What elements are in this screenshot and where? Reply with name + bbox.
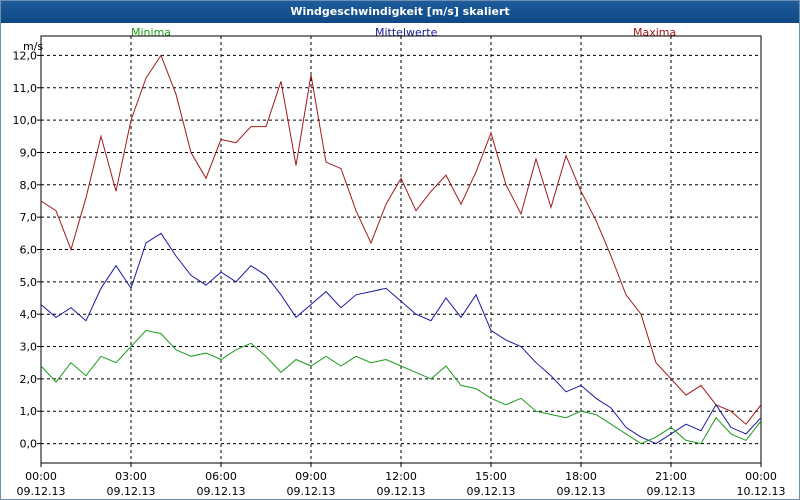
window-title: Windgeschwindigkeit [m/s] skaliert xyxy=(1,1,799,23)
y-tick-label: 6,0 xyxy=(20,244,38,257)
y-tick-label: 1,0 xyxy=(20,405,38,418)
chart-plot: m/s 0,0 1,0 2,0 3,0 4,0 5,0 6,0 7,0 8,0 9,0 10,0 11… xyxy=(13,35,786,498)
x-tick-time: 21:00 xyxy=(655,470,687,483)
y-tick-label: 4,0 xyxy=(20,308,38,321)
x-tick-date: 09.12.13 xyxy=(377,485,426,498)
y-tick-label: 10,0 xyxy=(13,114,38,127)
y-tick-label: 3,0 xyxy=(20,341,38,354)
y-tick-label: 8,0 xyxy=(20,179,38,192)
x-tick-time: 06:00 xyxy=(205,470,237,483)
x-tick-time: 00:00 xyxy=(25,470,57,483)
y-tick-label: 0,0 xyxy=(20,438,38,451)
x-tick-time: 03:00 xyxy=(115,470,147,483)
x-tick-date: 10.12.13 xyxy=(737,485,786,498)
series-line-mittelwerte xyxy=(40,232,762,445)
y-axis-label: m/s xyxy=(23,40,43,53)
x-tick-time: 18:00 xyxy=(565,470,597,483)
x-tick-time: 00:00 xyxy=(745,470,777,483)
x-tick-date: 09.12.13 xyxy=(287,485,336,498)
y-tick-label: 9,0 xyxy=(20,146,38,159)
y-tick-label: 7,0 xyxy=(20,211,38,224)
y-tick-label: 12,0 xyxy=(13,49,38,62)
series-line-maxima xyxy=(40,54,762,425)
x-tick-date: 09.12.13 xyxy=(467,485,516,498)
x-tick-time: 15:00 xyxy=(475,470,507,483)
x-tick-date: 09.12.13 xyxy=(107,485,156,498)
x-tick-time: 12:00 xyxy=(385,470,417,483)
x-tick-date: 09.12.13 xyxy=(647,485,696,498)
x-tick-date: 09.12.13 xyxy=(17,485,66,498)
y-tick-label: 2,0 xyxy=(20,373,38,386)
series-line-minima xyxy=(40,329,762,445)
y-tick-label: 5,0 xyxy=(20,276,38,289)
x-tick-time: 09:00 xyxy=(295,470,327,483)
x-tick-date: 09.12.13 xyxy=(197,485,246,498)
y-tick-label: 11,0 xyxy=(13,82,38,95)
x-tick-date: 09.12.13 xyxy=(557,485,606,498)
